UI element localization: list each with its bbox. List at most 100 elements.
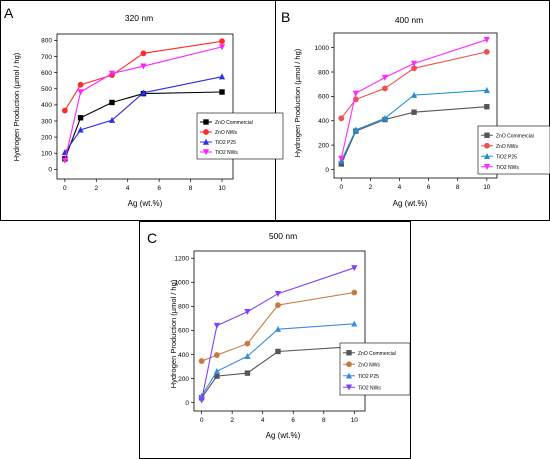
panel-a-y-tick-label: 600: [41, 70, 52, 77]
panel-b-x-tick-label: 2: [369, 184, 373, 191]
panel-b-legend-box: [477, 125, 550, 175]
panel-a-data-point: [140, 50, 147, 57]
panel-a-y-tick-label: 200: [41, 134, 52, 141]
panel-a-data-point: [108, 116, 116, 123]
panel-c-data-point: [198, 358, 205, 364]
panel-b-data-point: [410, 60, 418, 67]
panel-c-data-point: [244, 340, 251, 347]
panel-a-x-tick-label: 0: [63, 185, 67, 192]
panel-a-data-point: [77, 81, 84, 88]
panel-b-data-point: [352, 90, 359, 97]
panel-a-y-tick-label: 800: [41, 38, 52, 45]
panel-b-data-point: [411, 109, 417, 115]
panel-c-x-tick-label: 2: [230, 417, 234, 424]
panel-a-y-tick-label: 500: [41, 86, 52, 93]
panel-b-series-line-1: [340, 106, 487, 165]
panel-b-data-point: [381, 74, 389, 81]
panel-a-data-point: [219, 38, 225, 45]
panel-a-x-tick-label: 2: [94, 185, 98, 192]
panel-c-legend-label: ZnO Commercial: [358, 351, 396, 357]
panel-a-legend-label: TiO2 NWs: [215, 150, 238, 156]
panel-b-legend-label: TiO2 NWs: [496, 165, 519, 171]
panel-a-legend-label: ZnO Commercial: [215, 120, 253, 126]
panel-b-legend-swatch-marker: [483, 152, 491, 159]
panel-b-x-tick-label: 6: [427, 184, 431, 191]
panel-b-y-tick-label: 1000: [315, 45, 330, 52]
panel-a-y-tick-label: 700: [41, 54, 52, 61]
panel-b-data-point: [338, 161, 344, 167]
panel-c-legend-label: TiO2 NWs: [358, 385, 381, 391]
panel-a-y-axis-label: Hydrogen Production (µmol / hg): [12, 52, 21, 161]
panel-c-data-point: [274, 291, 282, 298]
panel-a-data-point: [218, 73, 226, 80]
panel-c-legend-swatch-marker: [345, 384, 353, 391]
panel-b-data-point: [381, 114, 389, 121]
panel-a-data-point: [77, 115, 84, 121]
panel-b-y-tick-label: 0: [325, 167, 329, 174]
panel-b: B 400 nm 0 200 400 600 800 1000 0 2 4 6 8 10 Ag (wt.%)…: [281, 9, 550, 208]
panel-c-legend-label: TiO2 P25: [358, 374, 379, 380]
panel-b-data-point: [483, 86, 490, 93]
panel-b-data-point: [410, 91, 418, 98]
panel-a-legend-swatch-marker: [202, 138, 210, 145]
panel-a-x-tick-label: 8: [189, 185, 193, 192]
panel-a-letter: A: [4, 5, 14, 21]
panel-c-legend-swatch-marker: [345, 372, 353, 379]
panel-c-y-tick-label: 200: [178, 376, 189, 383]
panel-b-legend-swatch-marker: [483, 164, 491, 171]
panel-b-x-tick-label: 0: [339, 184, 343, 191]
panel-b-letter: B: [281, 9, 290, 25]
panel-c-letter: C: [147, 230, 157, 246]
panel-c-data-point: [274, 325, 282, 332]
panel-b-data-point: [484, 104, 490, 110]
panel-c-series-line-4: [201, 267, 355, 401]
panel-b-x-axis-label: Ag (wt.%): [393, 199, 428, 208]
panel-a-data-point: [77, 89, 84, 96]
panel-b-data-point: [338, 155, 345, 162]
panel-c-data-point: [351, 289, 358, 296]
panel-a-legend-box: [196, 112, 284, 160]
panel-b-y-tick-label: 200: [318, 142, 329, 149]
panel-a-title: 320 nm: [125, 13, 153, 23]
panel-c-y-tick-label: 1200: [175, 256, 190, 263]
panel-b-data-point: [483, 37, 490, 44]
panel-c-x-tick-label: 0: [200, 417, 204, 424]
panel-b-data-point: [411, 65, 417, 72]
panel-c-x-tick-label: 4: [261, 417, 265, 424]
panel-a-x-tick-label: 10: [218, 185, 226, 192]
panel-c-legend-swatch-marker: [346, 361, 352, 368]
panel-a-y-tick-label: 100: [41, 151, 52, 158]
panel-c-series-line-3: [201, 323, 355, 397]
panel-c-data-point: [214, 352, 220, 358]
panel-c-y-axis-label: Hydrogen Production (µmol / hg): [169, 279, 178, 388]
panel-a-legend-swatch-marker: [203, 129, 209, 135]
panel-a-data-point: [218, 44, 226, 51]
panel-c-data-point: [244, 309, 251, 316]
panel-a-data-point: [108, 70, 116, 77]
panel-c-y-tick-label: 0: [185, 400, 189, 407]
panel-a-legend-swatch-marker: [202, 149, 210, 156]
panel-a-y-tick-label: 400: [41, 102, 52, 109]
panel-b-legend-swatch-marker: [484, 142, 490, 149]
panel-a-y-tick-label: 300: [41, 118, 52, 125]
panel-c-data-point: [275, 348, 281, 355]
panel-c-y-tick-label: 1000: [175, 280, 190, 287]
panel-c-data-point: [351, 265, 358, 272]
panel-c-y-tick-label: 400: [178, 352, 189, 359]
panel-b-data-point: [352, 126, 359, 133]
panel-b-y-tick-label: 800: [318, 69, 329, 76]
panel-a-data-point: [140, 63, 147, 70]
panel-b-x-tick-label: 4: [398, 184, 402, 191]
panel-a-data-point: [77, 126, 84, 133]
panel-b-legend-label: ZnO Commercial: [496, 133, 534, 139]
panel-c-series-line-1: [201, 346, 355, 399]
panel-c-data-point: [214, 373, 220, 379]
panel-c-data-point: [198, 392, 205, 399]
panel-c-data-point: [244, 352, 251, 359]
panel-b-data-point: [338, 115, 345, 122]
panel-a-x-tick-label: 6: [157, 185, 161, 192]
panel-a-x-axis-label: Ag (wt.%): [128, 199, 163, 208]
panel-b-data-point: [483, 48, 490, 55]
